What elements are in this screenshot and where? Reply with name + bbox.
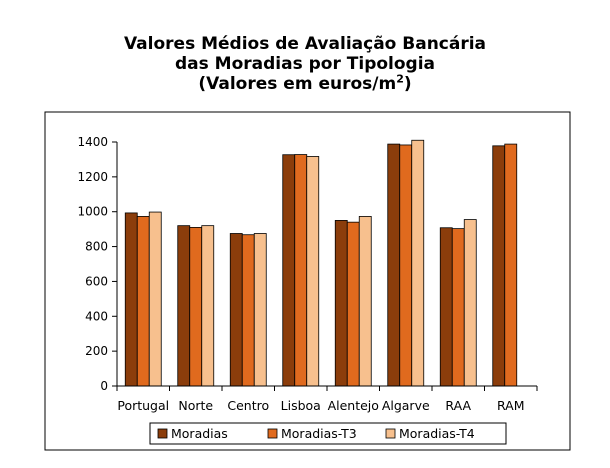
bar: [282, 154, 296, 387]
y-tick-label: 200: [85, 344, 108, 358]
legend-label: Moradias: [171, 426, 228, 441]
bar: [136, 216, 150, 387]
x-category-label: Lisboa: [281, 398, 321, 413]
bars-group: [124, 139, 518, 387]
chart-title: Valores Médios de Avaliação Bancária das…: [0, 34, 610, 94]
bar: [411, 139, 425, 387]
y-tick-label: 1400: [77, 135, 108, 149]
x-category-label: Alentejo: [328, 398, 379, 413]
chart-title-line-2: das Moradias por Tipologia: [174, 54, 436, 74]
bar: [463, 219, 477, 387]
bar: [189, 226, 203, 387]
legend-swatch: [267, 428, 278, 439]
y-tick-label: 800: [85, 240, 108, 254]
bar: [346, 221, 360, 387]
bar: [334, 220, 348, 387]
legend-swatch: [385, 428, 396, 439]
bar: [451, 228, 465, 387]
bar: [241, 234, 255, 387]
bar: [253, 233, 267, 387]
x-category-label: Portugal: [117, 398, 169, 413]
bar: [148, 211, 162, 387]
y-tick-label: 400: [85, 309, 108, 323]
bar: [358, 216, 372, 387]
bar: [294, 154, 308, 387]
bar: [387, 143, 401, 387]
bar: [439, 227, 453, 387]
legend-swatch: [157, 428, 168, 439]
chart-title-line-3-suffix: ): [403, 74, 412, 94]
y-axis: 0 200 400 600 800 1000 1200 1400: [77, 135, 118, 393]
y-tick-label: 1000: [77, 205, 108, 219]
x-category-label: Norte: [178, 398, 213, 413]
bar: [306, 156, 320, 387]
x-axis: Portugal Norte Centro Lisboa Alentejo Algarve…: [116, 385, 538, 413]
chart-frame: [44, 111, 571, 451]
chart-title-line-3: (Valores em euros/m2): [0, 72, 610, 94]
x-category-label: RAA: [445, 398, 471, 413]
y-tick-label: 600: [85, 274, 108, 288]
legend-box: [149, 422, 507, 445]
bar: [504, 143, 518, 387]
y-tick-label: 0: [100, 379, 108, 393]
x-category-label: RAM: [497, 398, 525, 413]
chart-title-line-3-prefix: (Valores em euros/m: [198, 74, 397, 94]
legend-label: Moradias-T3: [281, 426, 357, 441]
chart-title-superscript: 2: [396, 72, 404, 86]
x-category-label: Centro: [227, 398, 269, 413]
bar: [177, 225, 191, 387]
chart-title-line-1: Valores Médios de Avaliação Bancária: [123, 34, 487, 54]
y-tick-label: 1200: [77, 170, 108, 184]
bar: [229, 233, 243, 387]
bar: [399, 144, 413, 387]
bar: [124, 212, 138, 387]
bar: [492, 145, 506, 387]
x-category-label: Algarve: [382, 398, 430, 413]
legend-label: Moradias-T4: [399, 426, 475, 441]
legend: Moradias Moradias-T3 Moradias-T4: [149, 422, 507, 445]
bar: [201, 225, 215, 387]
